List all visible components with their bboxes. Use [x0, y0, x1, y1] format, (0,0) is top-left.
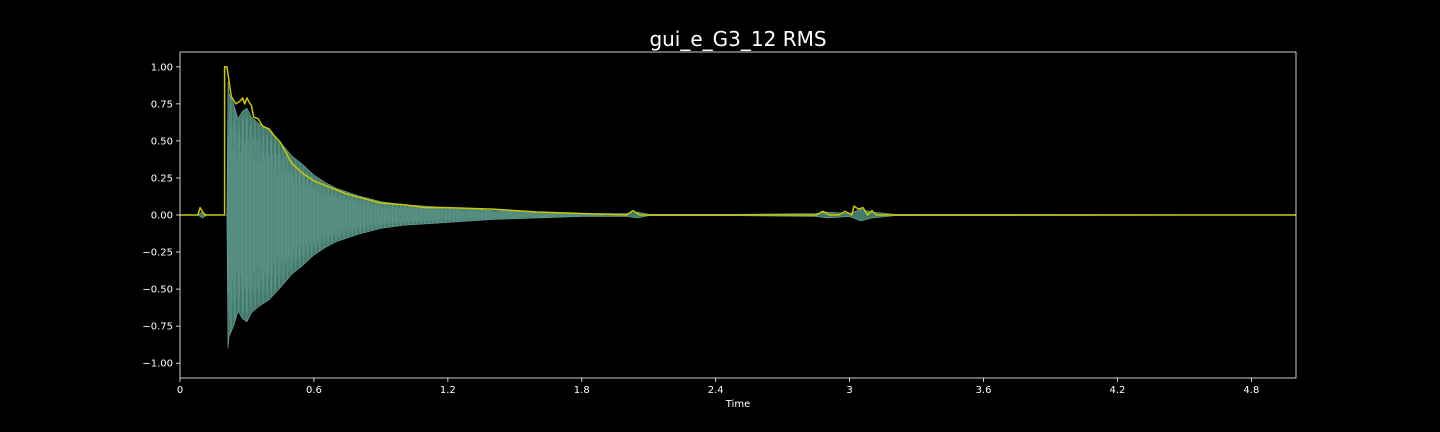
x-tick-label: 4.8 [1243, 385, 1259, 396]
x-tick-label: 1.2 [440, 385, 456, 396]
x-tick-label: 3.6 [976, 385, 992, 396]
rms-line [180, 66, 1296, 216]
y-tick-label: 1.00 [151, 62, 173, 73]
x-tick-label: 4.2 [1109, 385, 1125, 396]
x-axis-label: Time [725, 399, 750, 410]
plot-area [179, 51, 1297, 379]
y-tick-label: −0.25 [142, 248, 173, 259]
y-axis: 1.00 0.75 0.50 0.25 0.00 −0.25 −0.50 −0.75 −1.00 [142, 62, 180, 370]
y-tick-label: 0.75 [151, 99, 173, 110]
x-axis: 0 0.6 1.2 1.8 2.4 3 3.6 4.2 4.8 [177, 378, 1259, 396]
x-tick-label: 0 [177, 385, 183, 396]
y-tick-label: 0.50 [151, 136, 173, 147]
waveform-oscillation [227, 97, 605, 333]
y-tick-label: −0.50 [142, 285, 173, 296]
x-tick-label: 2.4 [708, 385, 724, 396]
x-tick-label: 1.8 [574, 385, 590, 396]
y-tick-label: 0.25 [151, 173, 173, 184]
x-tick-label: 0.6 [306, 385, 322, 396]
y-tick-label: −0.75 [142, 322, 173, 333]
y-tick-label: 0.00 [151, 211, 173, 222]
y-tick-label: −1.00 [142, 359, 173, 370]
chart-title: gui_e_G3_12 RMS [649, 27, 826, 51]
waveform-texture [227, 97, 605, 333]
x-tick-label: 3 [846, 385, 852, 396]
